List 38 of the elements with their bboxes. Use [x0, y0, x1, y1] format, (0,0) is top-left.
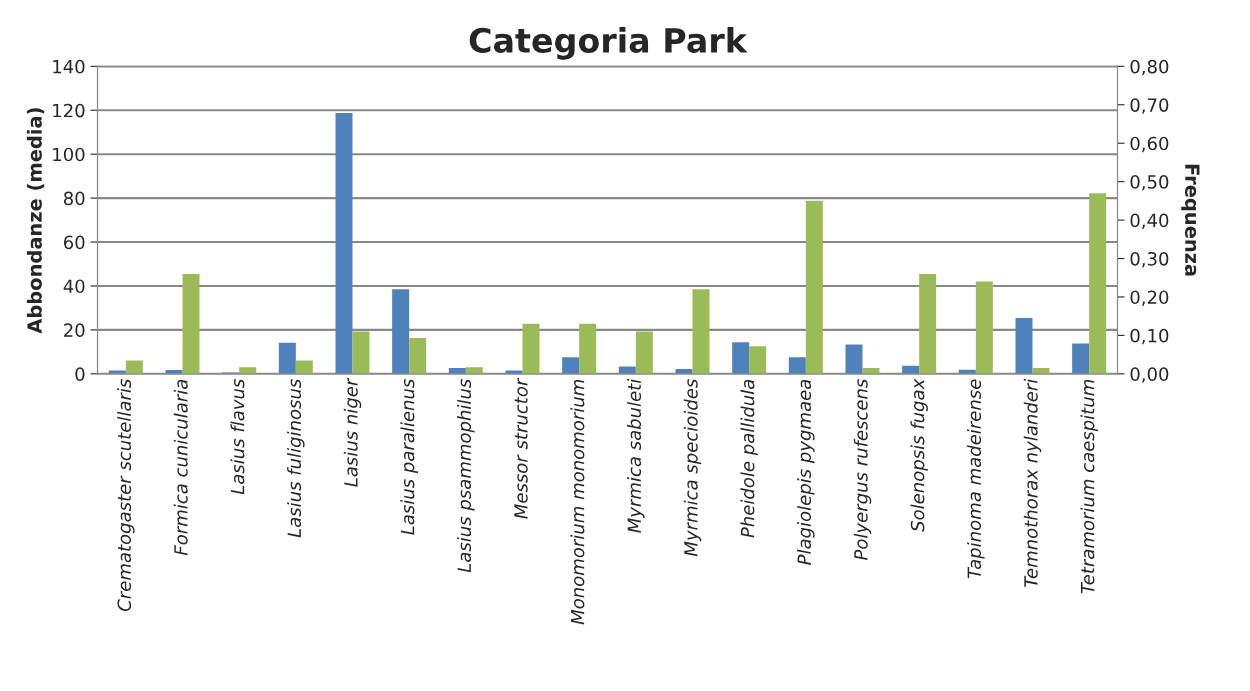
x-tick-label: Myrmica specioides: [683, 379, 702, 557]
y-tick-label: 80: [63, 191, 85, 206]
y2-tick-label: 0,10: [1130, 328, 1169, 345]
x-tick-label: Messor structor: [514, 377, 528, 519]
x-tick-label: Monomorium monomorium: [570, 379, 585, 625]
y2-tick-label: 0,00: [1130, 367, 1169, 383]
x-tick-label: Plagiolepis pygmaea: [797, 379, 815, 565]
y2-tick-label: 0,30: [1130, 251, 1169, 268]
x-tick-label: Solenopsis fugax: [910, 378, 928, 532]
x-tick-label: Lasius fuliginosus: [287, 379, 305, 538]
x-tick-label: Lasius flavus: [230, 379, 245, 495]
y-tick-label: 40: [63, 279, 85, 294]
y-tick-label: 20: [64, 323, 85, 338]
y-tick-label: 120: [53, 103, 85, 118]
x-tick-label: Tapinoma madeirense: [967, 379, 985, 579]
y-tick-label: 140: [53, 59, 85, 74]
y2-tick-label: 0,70: [1130, 98, 1169, 114]
x-tick-label: Temnothorax nylanderi: [1023, 378, 1042, 588]
y2-tick-label: 0,60: [1130, 136, 1169, 153]
y-axis-title: Abbondanze (media): [26, 108, 45, 334]
x-tick-label: Pheidole pallidula: [740, 379, 758, 538]
x-tick-label: Formica cunicularia: [173, 379, 188, 556]
x-tick-label: Tetramorium caespitum: [1080, 379, 1098, 594]
x-tick-label: Crematogaster scutellaris: [117, 379, 135, 612]
y-tick-label: 0: [75, 367, 85, 381]
y2-axis-title: Frequenza: [1181, 164, 1200, 276]
x-tick-label: Lasius psammophilus: [457, 379, 475, 573]
chart-title: Categoria Park: [469, 27, 748, 60]
y2-tick-label: 0,40: [1130, 213, 1169, 230]
y2-tick-label: 0,20: [1130, 290, 1169, 306]
y2-tick-label: 0,50: [1130, 175, 1169, 191]
x-tick-label: Polyergus rufescens: [853, 379, 872, 561]
x-tick-label: Lasius paralienus: [400, 379, 418, 535]
y-tick-label: 100: [53, 147, 85, 162]
y2-tick-label: 0,80: [1130, 59, 1169, 76]
x-tick-label: Myrmica sabuleti: [627, 378, 645, 533]
x-tick-label: Lasius niger: [343, 377, 362, 487]
y-tick-label: 60: [63, 235, 85, 250]
